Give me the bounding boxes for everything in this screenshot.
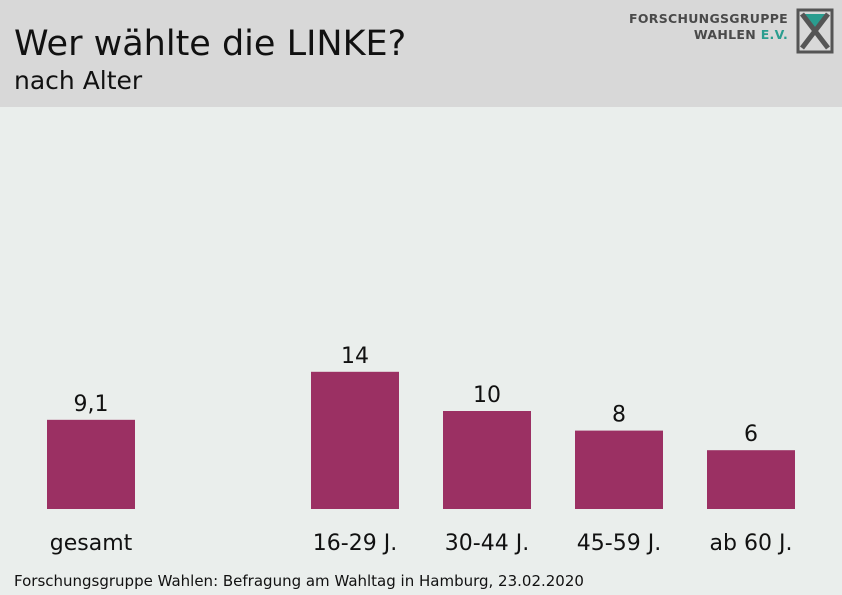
logo-line-2: WAHLEN E.V. [629,27,788,43]
page-subtitle: nach Alter [14,66,143,95]
value-label-2: 10 [473,383,501,408]
category-label-4: ab 60 J. [710,531,793,556]
bar-4 [707,450,795,509]
bar-0 [47,419,135,509]
header: Wer wählte die LINKE? nach Alter FORSCHU… [0,0,842,107]
category-label-0: gesamt [50,531,133,556]
value-label-0: 9,1 [74,392,109,417]
logo-x-icon [796,8,834,54]
page-title: Wer wählte die LINKE? [14,24,407,64]
logo-line-2-suffix: E.V. [760,27,788,42]
bar-1 [311,371,399,509]
bar-chart: 9,1 gesamt 14 16-29 J. 10 30-44 J. 8 45-59 J. 6 a… [47,344,795,556]
category-label-3: 45-59 J. [577,531,661,556]
category-label-1: 16-29 J. [313,531,397,556]
source-note: Forschungsgruppe Wahlen: Befragung am Wa… [14,572,584,590]
logo-line-1: FORSCHUNGSGRUPPE [629,11,788,26]
category-label-2: 30-44 J. [445,531,529,556]
value-label-4: 6 [744,422,758,447]
bar-3 [575,430,663,509]
value-label-1: 14 [341,344,369,369]
logo-line-2-name: WAHLEN [693,27,757,42]
bar-2 [443,411,531,509]
logo-text: FORSCHUNGSGRUPPE WAHLEN E.V. [629,11,788,43]
value-label-3: 8 [612,403,626,428]
